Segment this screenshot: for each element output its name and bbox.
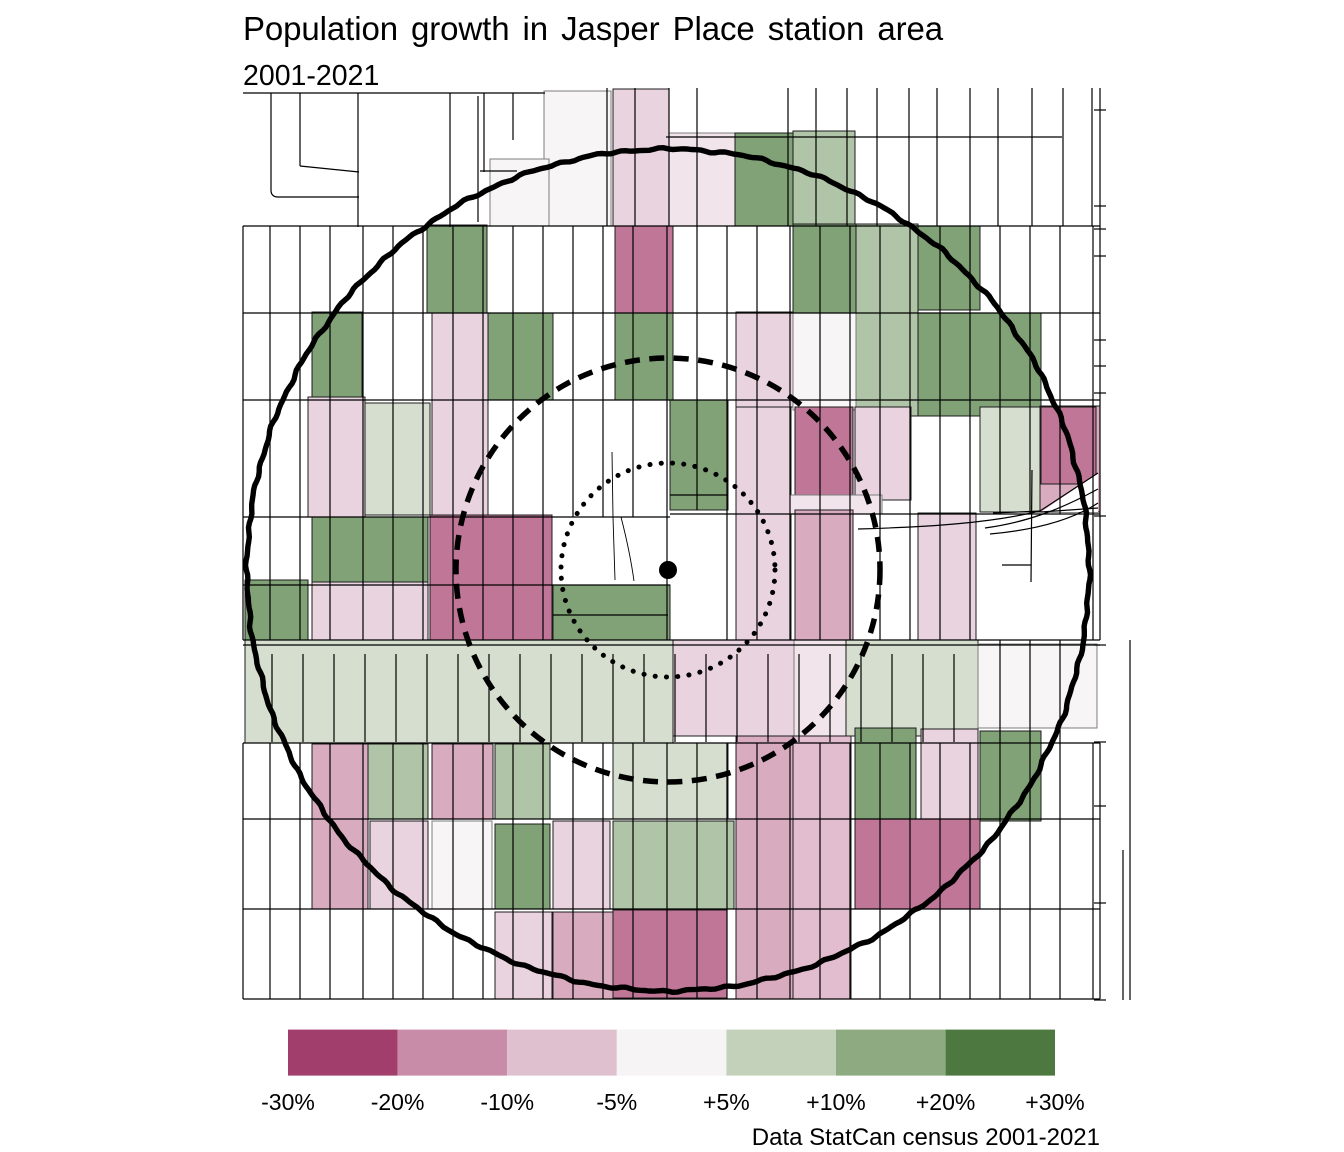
svg-text:+10%: +10% [806, 1089, 865, 1115]
svg-text:+5%: +5% [703, 1089, 750, 1115]
svg-text:-5%: -5% [596, 1089, 637, 1115]
svg-text:+20%: +20% [916, 1089, 975, 1115]
svg-text:Data StatCan census 2001-2021: Data StatCan census 2001-2021 [752, 1124, 1100, 1151]
svg-text:Population growth in Jasper Pl: Population growth in Jasper Place statio… [243, 10, 944, 47]
svg-text:2001-2021: 2001-2021 [243, 60, 379, 92]
svg-text:-30%: -30% [261, 1089, 315, 1115]
svg-text:+30%: +30% [1025, 1089, 1084, 1115]
svg-text:-10%: -10% [480, 1089, 534, 1115]
svg-text:-20%: -20% [371, 1089, 425, 1115]
